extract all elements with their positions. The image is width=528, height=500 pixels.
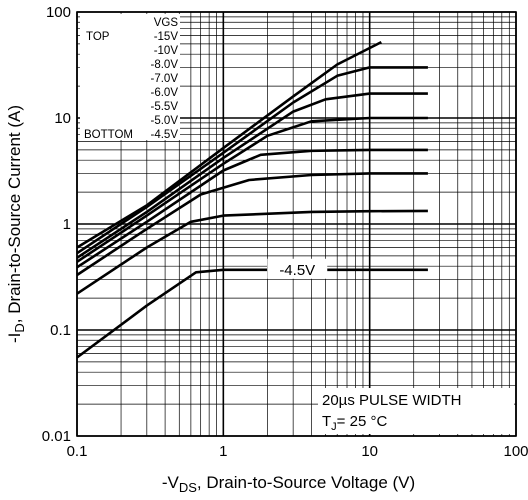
- legend-entry: -7.0V: [151, 73, 179, 85]
- x-tick-label: 0.1: [67, 443, 88, 460]
- series-line-vgs60V: [76, 148, 428, 269]
- y-tick-label: 100: [46, 4, 71, 21]
- legend: TOP BOTTOM VGS -15V -10V -8.0V -7.0V -6.0V -5…: [80, 14, 180, 141]
- legend-entry: -6.0V: [151, 87, 179, 99]
- x-axis-title: -VDS, Drain-to-Source Voltage (V): [162, 473, 415, 495]
- curve-label-background: [267, 258, 328, 279]
- series-line-vgs10V: [76, 66, 428, 255]
- legend-entry: -8.0V: [151, 59, 179, 71]
- plot-frame: [76, 11, 517, 437]
- y-tick-label: 0.1: [50, 322, 71, 339]
- legend-entry: -4.5V: [151, 129, 179, 141]
- legend-header: VGS: [154, 17, 179, 29]
- curve-label: -4.5V: [279, 262, 315, 279]
- x-tick-label: 10: [361, 443, 378, 460]
- series-line-vgs45V: [76, 268, 428, 359]
- annotation-background: [318, 388, 514, 434]
- series-line-vgs55V: [76, 172, 428, 277]
- legend-entry: -5.0V: [151, 115, 179, 127]
- legend-entry: -10V: [154, 45, 179, 57]
- y-tick-label: 1: [63, 216, 71, 233]
- series-line-vgs50V: [76, 209, 428, 295]
- junction-temperature-annotation: TJ= 25 °C: [322, 413, 387, 433]
- legend-background: [80, 14, 180, 140]
- series-line-vgs80V: [76, 92, 428, 259]
- legend-entry: -5.5V: [151, 101, 179, 113]
- x-tick-label: 1: [219, 443, 227, 460]
- x-tick-label: 100: [503, 443, 528, 460]
- series-line-vgs15V: [76, 40, 382, 249]
- legend-bottom-label: BOTTOM: [84, 129, 133, 141]
- y-axis-title: -ID, Drain-to-Source Current (A): [5, 105, 27, 343]
- pulse-width-annotation: 20µs PULSE WIDTH: [322, 392, 462, 409]
- series-line-vgs70V: [76, 116, 428, 263]
- legend-top-label: TOP: [86, 31, 110, 43]
- y-tick-label: 0.01: [42, 428, 71, 445]
- legend-entry: -15V: [154, 31, 179, 43]
- y-tick-label: 10: [54, 110, 71, 127]
